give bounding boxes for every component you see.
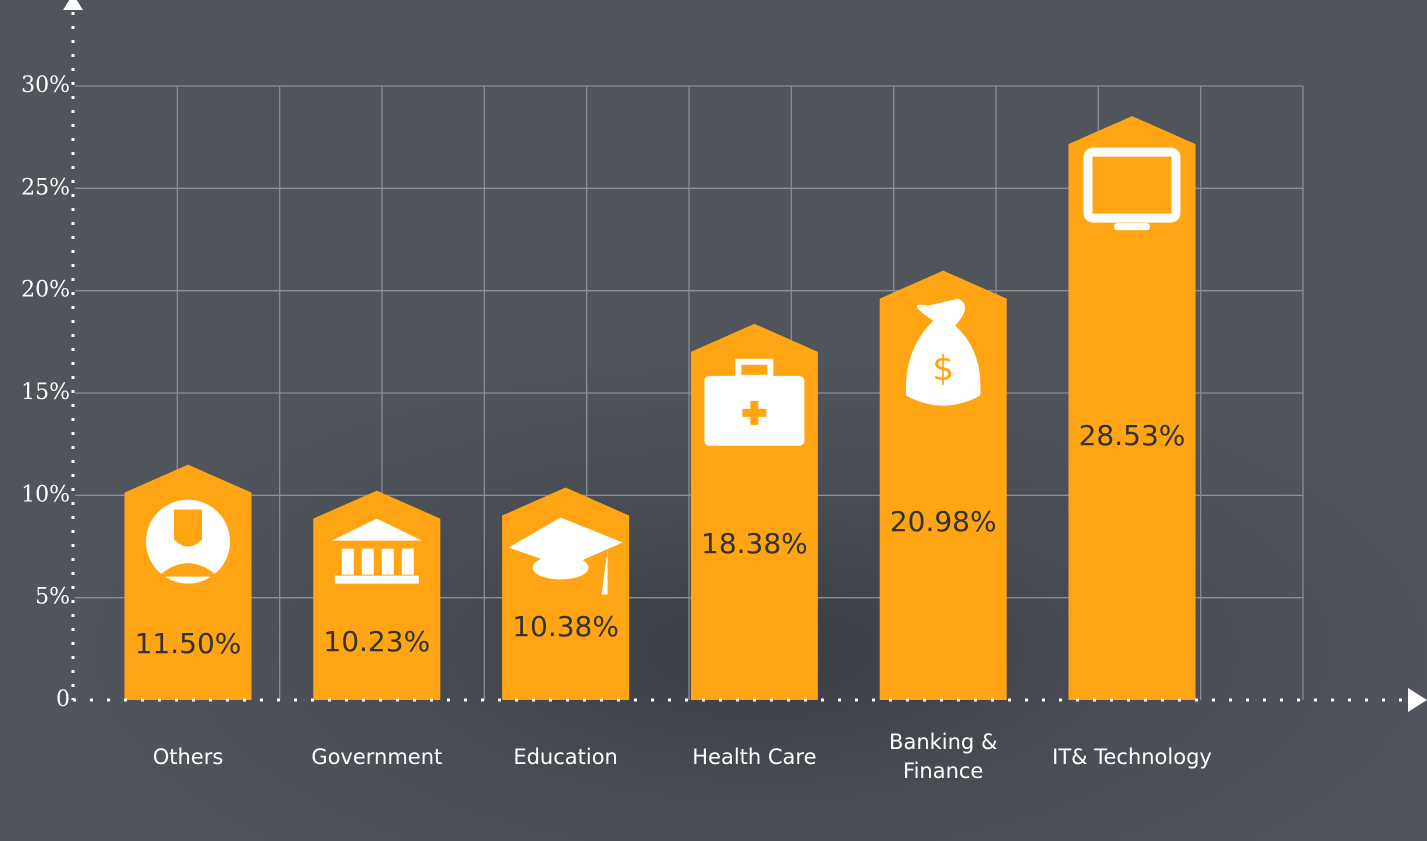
- y-tick-label: 25%: [21, 175, 70, 200]
- x-arrow: [1408, 688, 1427, 712]
- bar-icon: [146, 499, 230, 584]
- bar-icon: $: [905, 298, 981, 406]
- y-arrow: [63, 0, 83, 10]
- x-tick-label: Education: [513, 744, 618, 769]
- x-tick-label: IT& Technology: [1052, 744, 1212, 769]
- icon: [905, 298, 981, 406]
- y-tick-label: 20%: [21, 278, 70, 303]
- icon: [532, 555, 589, 580]
- icon: [331, 518, 422, 584]
- x-tick-label: Government: [311, 744, 443, 769]
- icon: [1083, 147, 1181, 223]
- x-tick-label: Health Care: [692, 744, 817, 769]
- icon: [158, 509, 218, 577]
- x-tick-label: Banking & Finance: [889, 730, 998, 783]
- icon: [735, 358, 774, 381]
- bar: [313, 490, 441, 700]
- icon: [742, 400, 767, 425]
- x-tick-label: Others: [152, 744, 224, 769]
- value-label: 18.38%: [701, 527, 808, 560]
- bar-icon: [508, 517, 623, 595]
- value-label: 20.98%: [890, 505, 997, 538]
- bar: [1068, 116, 1196, 700]
- value-label: 28.53%: [1079, 419, 1186, 452]
- bar-icon: [1083, 147, 1181, 231]
- y-tick-label: 10%: [21, 482, 70, 507]
- bar-icon: [704, 358, 805, 446]
- value-label: 10.38%: [512, 610, 619, 643]
- value-label: 11.50%: [135, 627, 242, 660]
- icon: [508, 517, 623, 568]
- icon: [1114, 223, 1150, 231]
- icon: $: [932, 349, 954, 389]
- bars: 11.50% 10.23% 10.38% 18.38% $20.98% 28.53%: [124, 116, 1196, 700]
- bar: [502, 487, 630, 700]
- y-tick-label: 0: [56, 687, 70, 712]
- y-tick-label: 30%: [21, 73, 70, 98]
- y-tick-label: 5%: [35, 585, 70, 610]
- bar-icon: [331, 518, 422, 584]
- y-tick-label: 15%: [21, 380, 70, 405]
- value-label: 10.23%: [323, 625, 430, 658]
- icon: [601, 549, 608, 595]
